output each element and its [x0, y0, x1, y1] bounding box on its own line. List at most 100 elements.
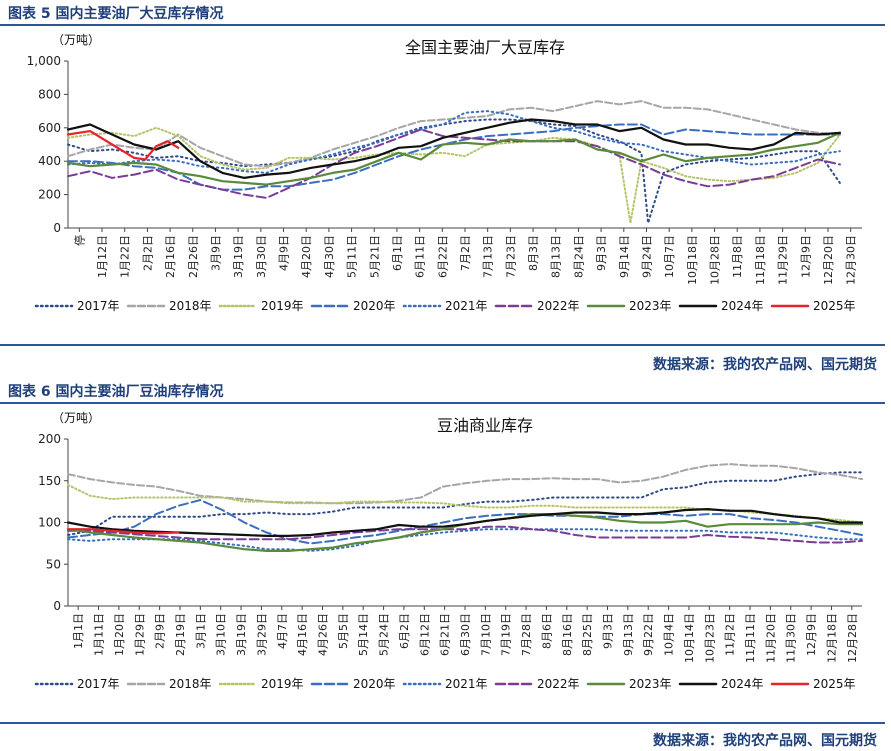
legend-label: 2025年 — [813, 677, 856, 691]
x-tick-label: 7月19日 — [500, 613, 513, 656]
x-tick-label: 1月11日 — [93, 613, 106, 656]
series-line-2022年 — [67, 525, 863, 544]
series-line-2021年 — [67, 528, 863, 552]
figure-6-rule — [0, 402, 885, 404]
y-tick-label: 600 — [38, 121, 61, 135]
x-tick-label: 4月20日 — [300, 235, 313, 278]
series-line-2017年 — [67, 471, 863, 536]
y-tick-label: 400 — [38, 154, 61, 168]
x-tick-label: 11月11日 — [744, 613, 757, 663]
x-tick-label: 11月2日 — [724, 613, 737, 656]
legend-label: 2021年 — [445, 677, 488, 691]
legend-label: 2023年 — [629, 299, 672, 313]
legend-label: 2024年 — [721, 677, 764, 691]
x-tick-label: 12月9日 — [805, 613, 818, 656]
x-tick-label: 4月16日 — [296, 613, 309, 656]
legend-label: 2022年 — [537, 677, 580, 691]
x-tick-label: 4月9日 — [278, 235, 291, 271]
x-tick-label: 5月11日 — [346, 235, 359, 278]
x-tick-label: 10月4日 — [663, 613, 676, 656]
series-line-2024年 — [66, 118, 841, 179]
y-tick-label: 100 — [38, 516, 61, 530]
x-tick-label: 9月22日 — [642, 613, 655, 656]
x-tick-label: 7月23日 — [504, 235, 517, 278]
x-tick-label: 12月9日 — [799, 235, 812, 278]
series-line-2018年 — [67, 463, 863, 505]
x-tick-label: 6月30日 — [459, 613, 472, 656]
x-tick-label: 11月30日 — [785, 613, 798, 663]
figure-6-header: 图表 6 国内主要油厂豆油库存情况 — [0, 378, 891, 404]
y-tick-label: 150 — [38, 474, 61, 488]
x-tick-label: 7月13日 — [482, 235, 495, 278]
x-tick-label: 3月19日 — [235, 613, 248, 656]
x-tick-label: 10月28日 — [709, 235, 722, 285]
soybean-stock-chart: 全国主要油厂大豆库存 （万吨） 0 200 400 600 800 1,000 停 1月12日 1月… — [27, 33, 862, 313]
figure-5-header: 图表 5 国内主要油厂大豆库存情况 — [0, 0, 891, 26]
x-tick-label: 1月1日 — [72, 613, 85, 649]
x-tick-label: 8月16日 — [561, 613, 574, 656]
figure-5-source: 数据来源：我的农产品网、国元期货 — [653, 357, 877, 373]
x-tick-label: 8月24日 — [572, 235, 585, 278]
series-line-2023年 — [66, 131, 841, 186]
x-tick-label: 11月18日 — [754, 235, 767, 285]
legend-label: 2018年 — [169, 299, 212, 313]
series-line-2024年 — [66, 508, 864, 537]
figure-6-caption: 图表 6 国内主要油厂豆油库存情况 — [8, 384, 224, 400]
x-tick-label: 9月24日 — [640, 235, 653, 278]
x-tick-label: 3月29日 — [255, 613, 268, 656]
x-tick-label: 8月3日 — [527, 235, 540, 271]
y-unit-label: （万吨） — [52, 411, 100, 425]
x-tick-label: 2月26日 — [187, 235, 200, 278]
y-tick-label: 200 — [38, 188, 61, 202]
x-tick-label: 6月1日 — [391, 235, 404, 271]
x-tick-label: 4月7日 — [276, 613, 289, 649]
x-tick-label: 3月9日 — [209, 235, 222, 271]
legend-label: 2022年 — [537, 299, 580, 313]
legend-label: 2023年 — [629, 677, 672, 691]
x-tick-label: 2月19日 — [174, 613, 187, 656]
series-line-2025年 — [66, 528, 180, 535]
x-tick-label: 3月1日 — [194, 613, 207, 649]
x-tick-label: 11月29日 — [777, 235, 790, 285]
y-tick-label: 800 — [38, 87, 61, 101]
y-tick-label: 0 — [53, 599, 61, 613]
x-tick-label: 1月29日 — [133, 613, 146, 656]
x-tick-label: 7月28日 — [520, 613, 533, 656]
x-tick-label: 3月19日 — [232, 235, 245, 278]
figure-5-caption: 图表 5 国内主要油厂大豆库存情况 — [8, 6, 224, 22]
legend-label: 2024年 — [721, 299, 764, 313]
series-line-2022年 — [67, 128, 841, 199]
series-line-2020年 — [67, 123, 841, 191]
x-tick-label: 5月5日 — [337, 613, 350, 649]
x-tick-label: 9月14日 — [618, 235, 631, 278]
x-tick-label: 2月2日 — [141, 235, 154, 271]
x-tick-label: 5月24日 — [378, 613, 391, 656]
y-tick-label: 200 — [38, 432, 61, 446]
x-tick-label: 7月10日 — [479, 613, 492, 656]
chart-title: 豆油商业库存 — [437, 416, 533, 435]
legend-label: 2018年 — [169, 677, 212, 691]
x-tick-label: 12月30日 — [845, 235, 858, 285]
x-tick-label: 6月21日 — [439, 613, 452, 656]
x-tick-label: 8月6日 — [540, 613, 553, 649]
x-tick-label: 6月12日 — [418, 613, 431, 656]
legend-label: 2025年 — [813, 299, 856, 313]
series-line-2025年 — [66, 130, 180, 161]
x-tick-label: 5月21日 — [368, 235, 381, 278]
x-tick-label: 6月11日 — [414, 235, 427, 278]
series-line-2019年 — [67, 126, 841, 224]
chart-title: 全国主要油厂大豆库存 — [405, 38, 565, 57]
x-tick-label: 12月18日 — [825, 613, 838, 663]
legend-label: 2017年 — [77, 299, 120, 313]
x-tick-label: 9月3日 — [595, 235, 608, 271]
x-tick-label: 4月26日 — [316, 613, 329, 656]
x-tick-label: 1月20日 — [113, 613, 126, 656]
x-tick-label: 9月13日 — [622, 613, 635, 656]
soyoil-stock-chart: 豆油商业库存 （万吨） 0 50 100 150 200 1月1日 1月11日 1月20日 1月29… — [34, 411, 864, 691]
legend-label: 2021年 — [445, 299, 488, 313]
x-tick-label: 6月2日 — [398, 613, 411, 649]
legend-label: 2020年 — [353, 677, 396, 691]
x-tick-label: 11月8日 — [731, 235, 744, 278]
x-tick-label: 9月3日 — [602, 613, 615, 649]
x-tick-label: 4月30日 — [323, 235, 336, 278]
